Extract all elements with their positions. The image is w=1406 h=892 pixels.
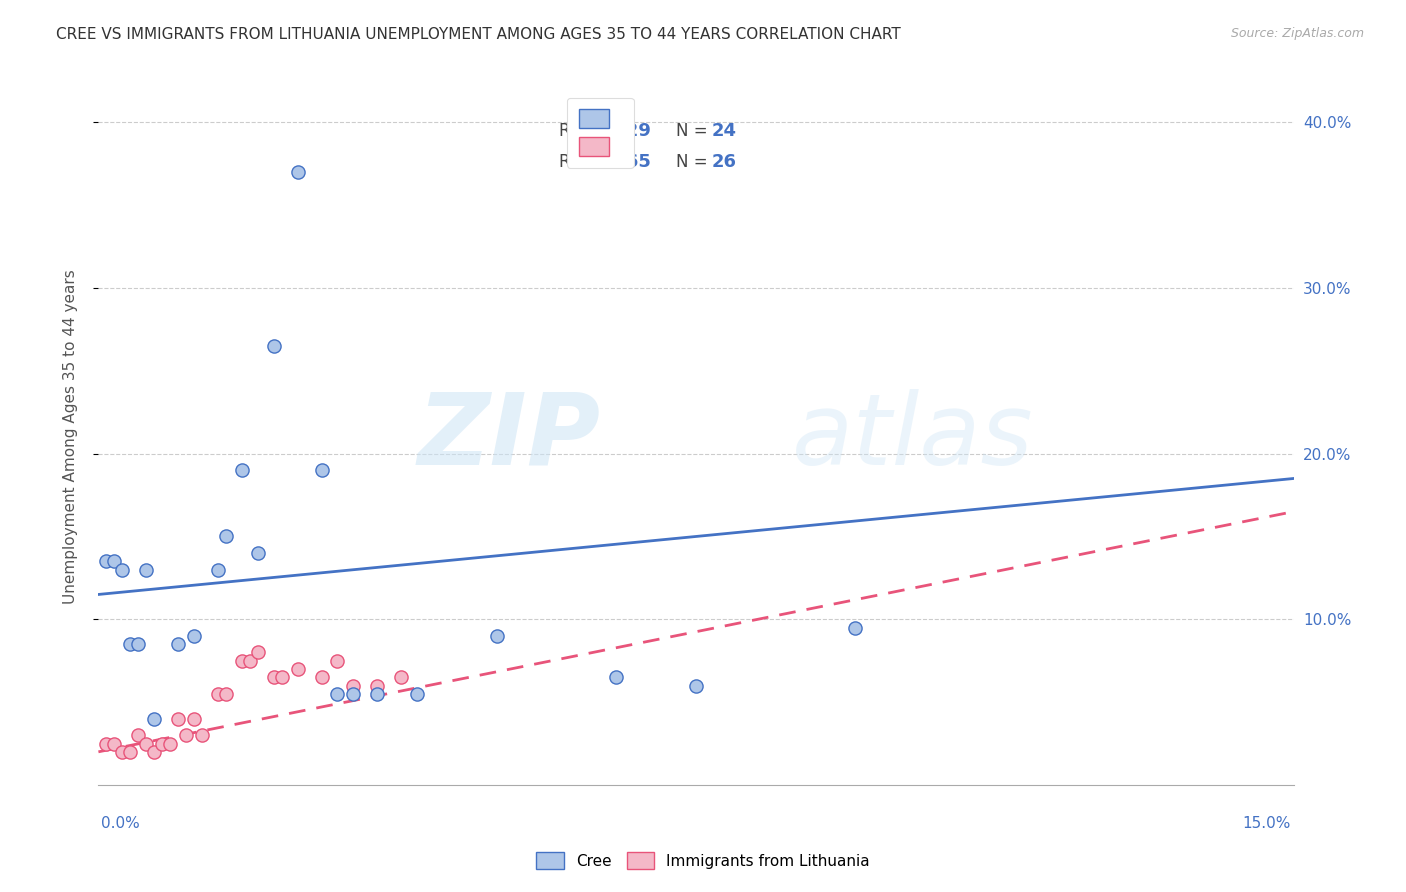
Point [685,679,707,693]
Point [159,737,181,751]
Point [127,637,149,651]
Text: CREE VS IMMIGRANTS FROM LITHUANIA UNEMPLOYMENT AMONG AGES 35 TO 44 YEARS CORRELA: CREE VS IMMIGRANTS FROM LITHUANIA UNEMPL… [56,27,901,42]
Point [311,670,333,684]
Point [150,737,173,751]
Point [263,339,285,353]
Point [287,662,309,676]
Point [326,654,349,668]
Point [844,621,866,635]
Legend: Cree, Immigrants from Lithuania: Cree, Immigrants from Lithuania [530,846,876,875]
Point [246,645,269,659]
Point [326,687,349,701]
Point [207,687,229,701]
Point [96,554,118,568]
Text: R =: R = [558,122,595,140]
Point [406,687,429,701]
Point [135,737,157,751]
Point [605,670,627,684]
Point [120,745,142,759]
Point [263,670,285,684]
Point [485,629,508,643]
Point [366,679,388,693]
Point [231,463,253,477]
Text: 24: 24 [711,122,737,140]
Text: Source: ZipAtlas.com: Source: ZipAtlas.com [1230,27,1364,40]
Point [342,687,364,701]
Text: 15.0%: 15.0% [1243,816,1291,831]
Point [167,712,190,726]
Point [135,563,157,577]
Point [111,563,134,577]
Point [270,670,292,684]
Text: ZIP: ZIP [418,389,600,485]
Point [215,687,238,701]
Point [103,737,125,751]
Point [183,712,205,726]
Legend:  ,  : , [567,97,634,168]
Point [389,670,412,684]
Point [143,712,166,726]
Point [215,529,238,543]
Text: 0.129: 0.129 [595,122,651,140]
Point [246,546,269,560]
Point [111,745,134,759]
Point [366,687,388,701]
Point [231,654,253,668]
Text: atlas: atlas [792,389,1033,485]
Point [239,654,262,668]
Point [103,554,125,568]
Point [174,728,197,742]
Point [120,637,142,651]
Text: N =: N = [676,153,713,171]
Text: N =: N = [676,122,713,140]
Point [183,629,205,643]
Text: 0.0%: 0.0% [101,816,141,831]
Point [96,737,118,751]
Point [127,728,149,742]
Point [143,745,166,759]
Text: 0.365: 0.365 [595,153,651,171]
Text: R =: R = [558,153,595,171]
Point [342,679,364,693]
Point [207,563,229,577]
Text: 26: 26 [711,153,737,171]
Point [311,463,333,477]
Point [191,728,214,742]
Point [167,637,190,651]
Y-axis label: Unemployment Among Ages 35 to 44 years: Unemployment Among Ages 35 to 44 years [63,269,77,605]
Point [287,165,309,179]
